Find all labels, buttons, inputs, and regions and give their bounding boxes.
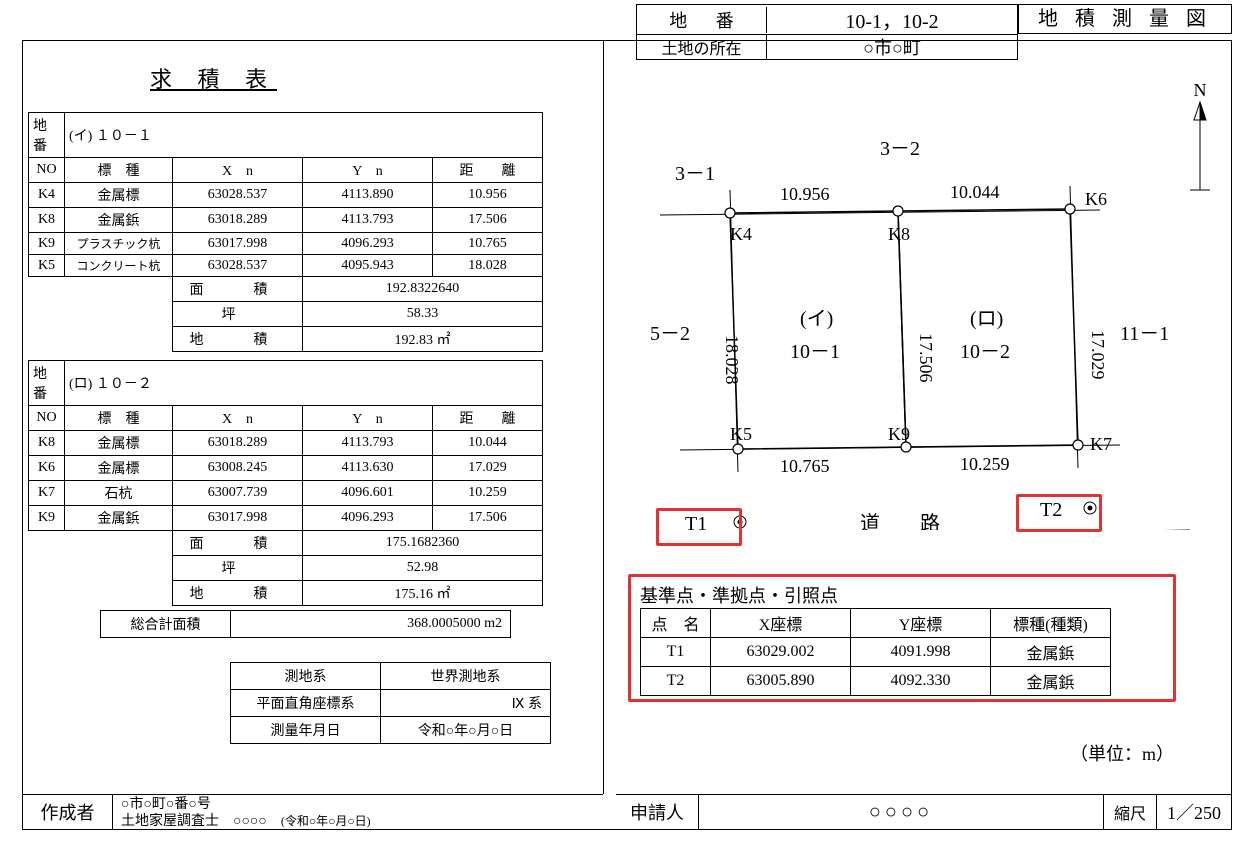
refpoints-title: 基準点・準拠点・引照点 bbox=[640, 582, 838, 608]
vertical-divider bbox=[603, 40, 604, 794]
svg-text:10.044: 10.044 bbox=[950, 182, 1000, 202]
chiseki-label: 地 積 bbox=[173, 327, 303, 352]
svg-text:3－1: 3－1 bbox=[675, 163, 715, 185]
table-row: K8金属鋲63018.2894113.79317.506 bbox=[29, 208, 543, 233]
table-row: K8金属標63018.2894113.79310.044 bbox=[29, 431, 543, 456]
menseki-value: 192.8322640 bbox=[303, 277, 543, 302]
col-xn: X n bbox=[173, 158, 303, 183]
svg-text:(イ): (イ) bbox=[800, 308, 833, 330]
table-row: T263005.8904092.330金属鋲 bbox=[641, 667, 1111, 696]
chiban-value: 10-1，10-2 bbox=[767, 5, 1017, 34]
datum-label: 測地系 bbox=[231, 663, 381, 690]
document-title: 地 積 測 量 図 bbox=[1018, 4, 1232, 34]
creator-info: ○市○町○番○号 土地家屋調査士 ○○○○ (令和○年○月○日) bbox=[113, 795, 379, 829]
svg-text:K4: K4 bbox=[730, 224, 752, 244]
location-box: 土地の所在 ○市○町 bbox=[636, 34, 1018, 60]
datum-value: 世界測地系 bbox=[381, 663, 551, 690]
parcel-ro-chiban-label: 地番 bbox=[29, 361, 65, 406]
location-value: ○市○町 bbox=[767, 34, 1017, 60]
svg-text:10.765: 10.765 bbox=[780, 456, 830, 476]
svg-text:K5: K5 bbox=[730, 424, 752, 444]
parcel-ro-chiban: (ロ) １０－２ bbox=[65, 361, 543, 406]
chiban-box: 地 番 10-1，10-2 bbox=[636, 4, 1018, 35]
svg-text:17.029: 17.029 bbox=[1088, 330, 1108, 380]
creator-label: 作成者 bbox=[23, 795, 113, 829]
col-yn: Y n bbox=[303, 158, 433, 183]
plane-label: 平面直角座標系 bbox=[231, 690, 381, 717]
parcel-ro-table: 地番(ロ) １０－２ NO 標 種 X n Y n 距 離 K8金属標63018… bbox=[28, 360, 543, 606]
refpoints-table: 点 名 X座標 Y座標 標種(種類) T163029.0024091.998金属… bbox=[640, 608, 1111, 696]
plane-value: Ⅸ 系 bbox=[381, 690, 551, 717]
col-type: 標 種 bbox=[65, 158, 173, 183]
applicant-label: 申請人 bbox=[616, 795, 699, 829]
table-row: K5コンクリート杭63028.5374095.94318.028 bbox=[29, 255, 543, 277]
unit-label: （単位：m） bbox=[1070, 740, 1174, 766]
svg-text:10－2: 10－2 bbox=[960, 341, 1010, 363]
scale-label: 縮尺 bbox=[1104, 795, 1157, 829]
svg-text:10.956: 10.956 bbox=[780, 184, 830, 204]
survey-date-label: 測量年月日 bbox=[231, 717, 381, 744]
creator-box: 作成者 ○市○町○番○号 土地家屋調査士 ○○○○ (令和○年○月○日) bbox=[23, 794, 603, 829]
geodesy-box: 測地系世界測地系 平面直角座標系Ⅸ 系 測量年月日令和○年○月○日 bbox=[230, 662, 551, 744]
svg-text:10.259: 10.259 bbox=[960, 454, 1010, 474]
highlight-t1 bbox=[656, 508, 742, 546]
parcel-i-chiban: (イ) １０－１ bbox=[65, 113, 543, 158]
menseki-label: 面 積 bbox=[173, 277, 303, 302]
applicant-box: 申請人 ○○○○ 縮尺 1／250 bbox=[616, 794, 1231, 829]
parcel-i-chiban-label: 地番 bbox=[29, 113, 65, 158]
svg-text:11－1: 11－1 bbox=[1120, 323, 1169, 345]
svg-text:17.506: 17.506 bbox=[916, 333, 936, 383]
compass-n: N bbox=[1194, 80, 1207, 100]
location-label: 土地の所在 bbox=[637, 35, 767, 59]
chiban-label: 地 番 bbox=[637, 7, 767, 33]
table-row: T163029.0024091.998金属鋲 bbox=[641, 638, 1111, 667]
col-no: NO bbox=[29, 158, 65, 183]
col-dist: 距 離 bbox=[433, 158, 543, 183]
tsubo-value: 58.33 bbox=[303, 302, 543, 327]
tsubo-label: 坪 bbox=[173, 302, 303, 327]
svg-text:3－2: 3－2 bbox=[880, 138, 920, 160]
svg-text:K9: K9 bbox=[888, 424, 910, 444]
table-row: K9プラスチック杭63017.9984096.29310.765 bbox=[29, 233, 543, 255]
survey-diagram: 3－1 3－2 5－2 11－1 道 路 K4 K8 K6 K5 K9 K7 1… bbox=[630, 100, 1210, 530]
scale-value: 1／250 bbox=[1157, 799, 1231, 825]
table-row: K9金属鋲63017.9984096.29317.506 bbox=[29, 506, 543, 531]
svg-text:道 路: 道 路 bbox=[860, 512, 950, 530]
parcel-i-table: 地番(イ) １０－１ NO 標 種 X n Y n 距 離 K4金属標63028… bbox=[28, 112, 543, 352]
svg-text:K7: K7 bbox=[1090, 434, 1112, 454]
highlight-t2 bbox=[1016, 494, 1102, 532]
svg-text:K8: K8 bbox=[888, 224, 910, 244]
total-value: 368.0005000 m2 bbox=[231, 611, 511, 638]
svg-text:18.028: 18.028 bbox=[722, 335, 742, 385]
total-label: 総合計面積 bbox=[101, 611, 231, 638]
svg-text:5－2: 5－2 bbox=[650, 323, 690, 345]
applicant-value: ○○○○ bbox=[699, 795, 1104, 829]
chiseki-value: 192.83 ㎡ bbox=[303, 327, 543, 352]
survey-date-value: 令和○年○月○日 bbox=[381, 717, 551, 744]
svg-text:(ロ): (ロ) bbox=[970, 308, 1003, 330]
table-row: K6金属標63008.2454113.63017.029 bbox=[29, 456, 543, 481]
kyuseki-heading: 求 積 表 bbox=[150, 62, 277, 94]
table-row: K4金属標63028.5374113.89010.956 bbox=[29, 183, 543, 208]
svg-text:10－1: 10－1 bbox=[790, 341, 840, 363]
total-area-box: 総合計面積368.0005000 m2 bbox=[100, 610, 511, 638]
table-row: K7石杭63007.7394096.60110.259 bbox=[29, 481, 543, 506]
svg-text:K6: K6 bbox=[1085, 189, 1107, 209]
